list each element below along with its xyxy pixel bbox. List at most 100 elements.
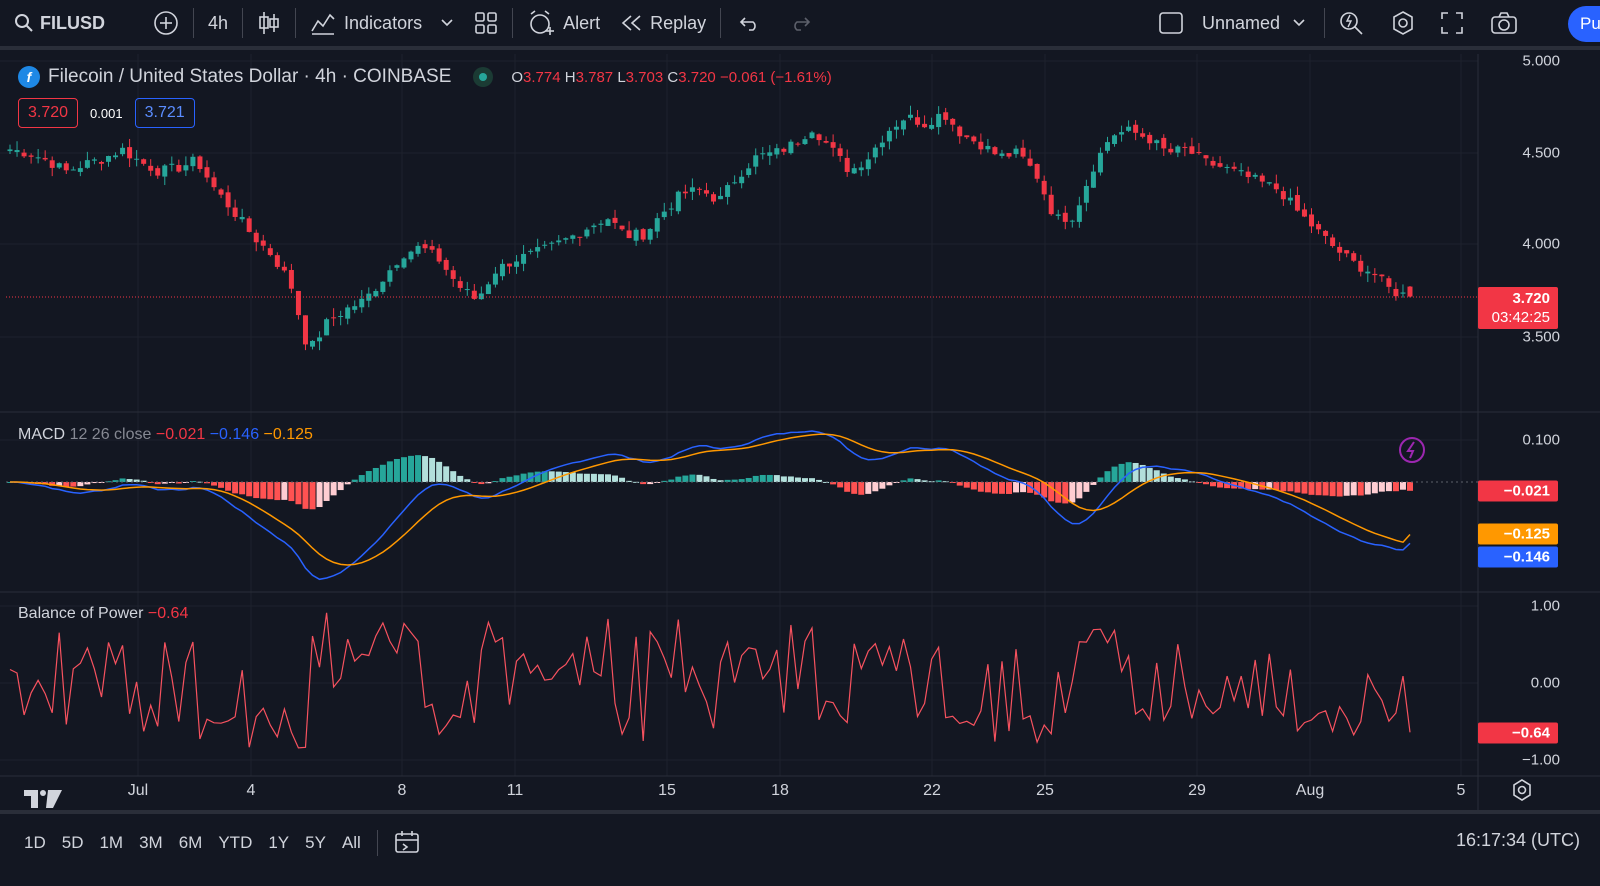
macd-histogram-bar (274, 482, 281, 501)
gear-icon (1393, 11, 1413, 35)
layouts-button[interactable] (464, 0, 508, 46)
macd-histogram-bar (379, 464, 386, 482)
time-axis-label: Aug (1295, 782, 1325, 799)
range-1m-button[interactable]: 1M (99, 833, 124, 852)
candle-body (1083, 185, 1089, 203)
candle-body (1301, 209, 1307, 217)
candle-body (443, 259, 449, 270)
divider (1324, 8, 1325, 38)
candle-body (162, 165, 168, 177)
indicators-button[interactable]: Indicators (300, 0, 464, 46)
macd-histogram-bar (358, 475, 365, 482)
macd-histogram-bar (1210, 482, 1217, 487)
range-all-button[interactable]: All (341, 833, 361, 852)
camera-icon (1491, 12, 1517, 34)
range-6m-button[interactable]: 6M (178, 833, 203, 852)
range-ytd-button[interactable]: YTD (218, 833, 253, 852)
macd-histogram-bar (232, 482, 239, 494)
legend-title[interactable]: Filecoin / United States Dollar · 4h · C… (48, 66, 452, 87)
range-1d-button[interactable]: 1D (24, 833, 46, 852)
symbol-search-button[interactable]: FILUSD (0, 0, 115, 46)
candle-body (915, 117, 921, 125)
macd-histogram-bar (203, 482, 210, 484)
range-5y-button[interactable]: 5Y (305, 833, 326, 852)
compare-symbol-button[interactable] (143, 0, 189, 46)
macd-histogram-bar (1125, 462, 1132, 482)
macd-histogram-bar (921, 480, 928, 482)
bop-title[interactable]: Balance of Power (18, 605, 144, 622)
candle-body (1344, 250, 1350, 254)
macd-histogram-bar (147, 482, 154, 483)
macd-histogram-bar (738, 479, 745, 482)
macd-histogram-bar (879, 482, 886, 489)
macd-title[interactable]: MACD (18, 426, 66, 443)
publish-button[interactable]: Pu (1568, 6, 1600, 42)
price-axis-label: 3.500 (1522, 328, 1560, 346)
candle-body (900, 120, 906, 130)
chart-canvas[interactable] (0, 54, 1600, 826)
candle-body (830, 142, 836, 148)
candle-body (654, 218, 660, 232)
candle-body (1126, 126, 1132, 131)
settings-button[interactable] (1380, 0, 1426, 46)
candle-body (1112, 135, 1118, 144)
candle-body (84, 160, 90, 168)
macd-histogram-bar (963, 482, 970, 488)
lightning-icon[interactable] (1398, 436, 1426, 464)
candle-body (1090, 171, 1096, 188)
macd-histogram-bar (935, 480, 942, 482)
candle-body (408, 251, 414, 260)
grid (0, 54, 1478, 776)
alert-button[interactable]: Alert (517, 0, 610, 46)
interval-label: 4h (208, 12, 229, 33)
chevron-down-icon (1293, 19, 1305, 27)
macd-histogram-bar (548, 471, 555, 482)
candle-body (936, 113, 942, 128)
candle-body (1048, 194, 1054, 215)
candle-body (338, 316, 344, 318)
bop-axis-label: −1.00 (1522, 751, 1560, 769)
range-1y-button[interactable]: 1Y (268, 833, 290, 852)
goto-date-icon[interactable] (394, 830, 422, 856)
candle-body (886, 130, 892, 142)
sell-button[interactable]: 3.720 (18, 98, 79, 128)
range-5d-button[interactable]: 5D (61, 833, 84, 852)
candle-body (605, 219, 611, 226)
interval-button[interactable]: 4h (198, 0, 238, 46)
chart-type-button[interactable] (247, 0, 291, 46)
candle-body (127, 147, 133, 159)
candle-body (584, 229, 590, 237)
candle-body (63, 163, 69, 171)
macd-histogram-bar (541, 471, 548, 482)
axis-settings-icon[interactable] (1510, 778, 1534, 802)
macd-histogram-bar (415, 455, 422, 482)
candle-body (1175, 146, 1181, 153)
layout-menu-button[interactable]: Unnamed (1148, 0, 1316, 46)
tradingview-logo-icon[interactable] (22, 788, 64, 810)
high-value: 3.787 (575, 68, 614, 86)
candle-body (401, 258, 407, 268)
chart-area[interactable]: f Filecoin / United States Dollar · 4h ·… (0, 53, 1600, 826)
divider (295, 8, 297, 38)
candle-body (893, 126, 899, 130)
time-axis-label: 25 (1036, 782, 1054, 799)
macd-histogram-bar (1048, 482, 1055, 502)
candle-body (1358, 260, 1364, 272)
range-3m-button[interactable]: 3M (139, 833, 163, 852)
fullscreen-button[interactable] (1430, 0, 1474, 46)
candle-body (556, 240, 562, 243)
candle-body (281, 266, 287, 271)
market-open-icon[interactable] (473, 67, 494, 87)
quick-search-button[interactable] (1328, 0, 1374, 46)
macd-histogram-bar (1090, 482, 1097, 485)
undo-button[interactable] (725, 0, 775, 46)
macd-histogram-bar (309, 482, 316, 510)
candle-body (436, 248, 442, 262)
balance-of-power-line (9, 612, 1411, 749)
buy-button[interactable]: 3.721 (134, 98, 195, 128)
snapshot-button[interactable] (1480, 0, 1528, 46)
candle-body (760, 153, 766, 155)
utc-clock[interactable]: 16:17:34 (UTC) (1455, 830, 1580, 850)
replay-button[interactable]: Replay (610, 0, 716, 46)
redo-button[interactable] (775, 0, 825, 46)
